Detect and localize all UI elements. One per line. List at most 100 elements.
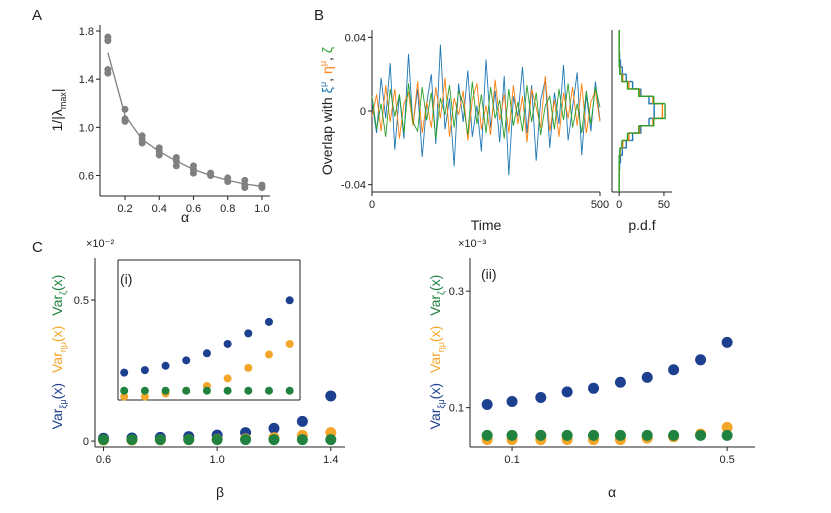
inset-point — [161, 361, 170, 370]
histogram-step — [648, 111, 655, 120]
panel-label: B — [314, 7, 324, 24]
x-axis-label: α — [181, 209, 189, 225]
point — [138, 139, 146, 147]
inset-point — [120, 386, 129, 395]
y-tick-label: 0.1 — [449, 403, 464, 415]
x-tick-label: 0 — [369, 199, 375, 211]
label-part: (x) — [49, 326, 65, 342]
point — [121, 117, 129, 125]
point — [104, 37, 112, 45]
label-part: Var — [427, 408, 443, 429]
point — [721, 421, 733, 433]
histogram-step — [627, 125, 640, 134]
inset-point — [244, 363, 253, 372]
y-axis-label: Overlap withξμ,ημ,ζ — [318, 47, 335, 175]
label-part: Var — [427, 295, 443, 316]
histogram-step — [620, 147, 623, 156]
point — [207, 172, 215, 180]
label-part: Var — [49, 295, 65, 316]
histogram-step — [631, 81, 641, 90]
histogram-step — [628, 125, 641, 134]
x-tick-label: 0 — [616, 199, 622, 211]
histogram-step — [653, 96, 666, 105]
label-part: 1/|λ — [49, 109, 65, 131]
x-tick-label: 0.1 — [504, 454, 519, 466]
point — [721, 429, 733, 441]
point — [155, 151, 163, 159]
label-part: (x) — [49, 275, 65, 291]
label-part: Var — [49, 408, 65, 429]
label-part: ξμ — [436, 399, 446, 408]
y-tick-label: 1.8 — [79, 26, 94, 38]
x-axis-label: p.d.f — [628, 217, 655, 233]
x-tick-label: 500 — [591, 199, 609, 211]
label-part: | — [49, 89, 65, 93]
inset-background — [118, 260, 300, 400]
point — [641, 371, 653, 383]
x-tick-label: 0.6 — [96, 454, 111, 466]
point — [588, 382, 600, 394]
histogram-step — [619, 147, 621, 156]
point — [224, 178, 232, 186]
point — [588, 429, 600, 441]
histogram-step — [638, 88, 653, 97]
x-tick-label: 50 — [658, 199, 670, 211]
point — [506, 395, 518, 407]
point — [481, 429, 493, 441]
point — [126, 434, 138, 446]
series-line — [371, 44, 601, 176]
label-part: ημ — [58, 342, 68, 352]
y-tick-label: 0 — [83, 436, 89, 448]
histogram-step — [640, 118, 650, 127]
point — [172, 162, 180, 170]
label-part: max — [58, 92, 68, 110]
point — [721, 336, 733, 348]
point — [695, 429, 707, 441]
label-part: ζ — [436, 291, 446, 295]
point — [268, 434, 280, 446]
label-part: (x) — [427, 275, 443, 291]
panel-sublabel: (i) — [120, 271, 132, 287]
x-axis-label: Time — [471, 217, 502, 233]
fit-line — [107, 52, 263, 188]
x-tick-label: 0.6 — [186, 203, 201, 215]
label-part: η — [319, 66, 335, 74]
y-axis-label: 1/|λmax| — [49, 89, 68, 132]
inset-point — [264, 386, 273, 395]
point — [296, 415, 308, 427]
point — [325, 434, 337, 446]
inset-point — [244, 386, 253, 395]
inset-point — [120, 368, 129, 377]
histogram-step — [653, 111, 666, 120]
point — [183, 434, 195, 446]
label-part: ζ — [58, 291, 68, 295]
point — [189, 169, 197, 177]
inset-point — [140, 366, 149, 375]
x-axis-label: α — [608, 484, 616, 500]
x-tick-label: 1.0 — [210, 454, 225, 466]
x-tick-label: 1.4 — [323, 454, 338, 466]
histogram-step — [622, 140, 627, 149]
y-tick-label: 0 — [360, 106, 366, 118]
histogram-step — [639, 118, 654, 127]
point — [695, 354, 707, 366]
x-tick-label: 1.0 — [254, 203, 269, 215]
label-part: Var — [49, 352, 65, 373]
label-part: ημ — [436, 342, 446, 352]
point — [561, 386, 573, 398]
label-part: Var — [427, 352, 443, 373]
histogram-step — [638, 88, 654, 97]
label-part: μ — [318, 61, 328, 66]
inset-point — [202, 386, 211, 395]
point — [172, 157, 180, 165]
y-tick-label: 0.04 — [345, 32, 366, 44]
histogram-step — [626, 81, 639, 90]
y-tick-label: -0.04 — [341, 180, 366, 192]
inset-point — [264, 350, 273, 359]
inset-point — [285, 296, 294, 305]
label-part: ζ — [319, 47, 335, 53]
label-part: ξ — [319, 87, 335, 93]
label-part: , — [319, 78, 335, 82]
histogram-step — [638, 118, 655, 127]
